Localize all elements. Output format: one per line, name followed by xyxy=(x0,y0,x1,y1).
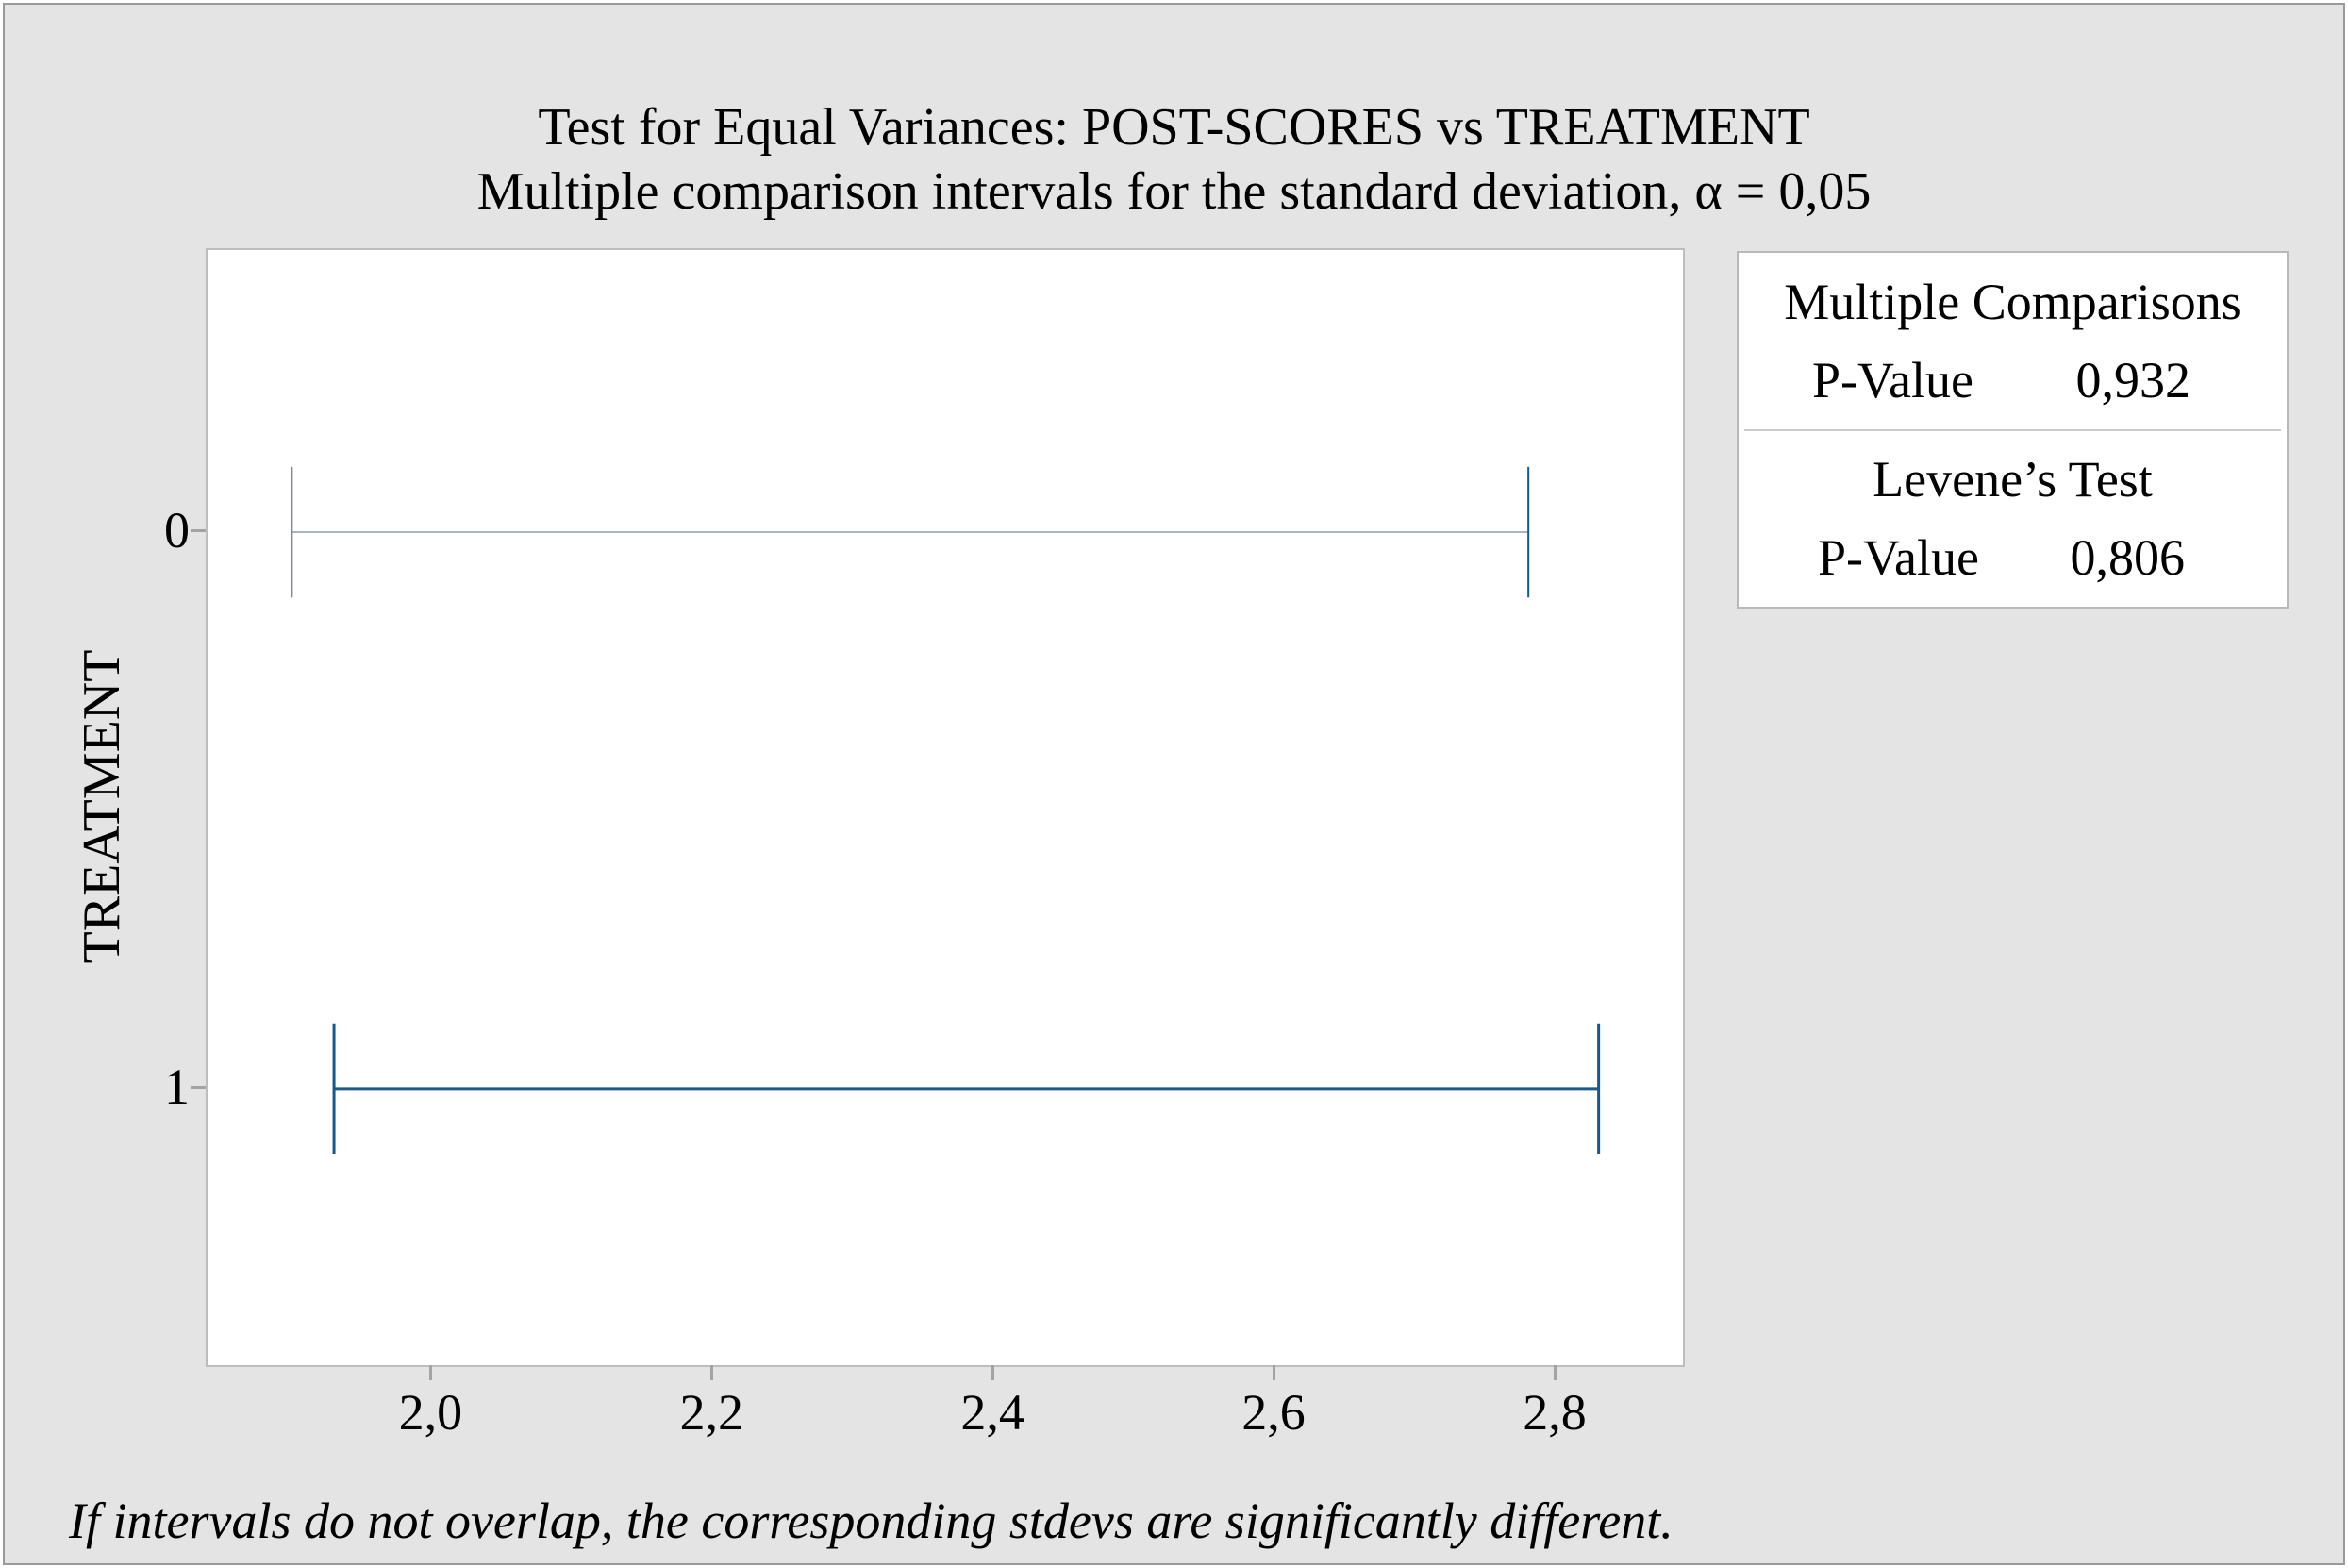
y-tick-mark xyxy=(191,1085,206,1089)
stats-panel: Multiple Comparisons P-Value 0,932 Leven… xyxy=(1737,251,2289,609)
x-tick-mark xyxy=(1273,1365,1276,1380)
footnote: If intervals do not overlap, the corresp… xyxy=(69,1493,1674,1549)
x-tick-mark xyxy=(710,1365,714,1380)
pvalue-value: 0,806 xyxy=(2070,529,2186,587)
levenes-pvalue-row: P-Value 0,806 xyxy=(1744,528,2281,587)
title-block: Test for Equal Variances: POST-SCORES vs… xyxy=(5,95,2343,225)
x-tick-label: 2,4 xyxy=(960,1384,1024,1441)
x-tick-label: 2,6 xyxy=(1241,1384,1306,1441)
pvalue-value: 0,932 xyxy=(2075,351,2191,409)
multiple-comparisons-title: Multiple Comparisons xyxy=(1784,273,2241,330)
chart-title: Test for Equal Variances: POST-SCORES vs… xyxy=(538,98,1810,157)
multiple-comparisons-section: Multiple Comparisons P-Value 0,932 xyxy=(1739,253,2287,429)
levenes-test-title: Levene’s Test xyxy=(1873,451,2153,509)
y-tick-label: 0 xyxy=(164,502,190,559)
intervals-plot xyxy=(291,466,1601,1155)
y-axis-title: TREATMENT xyxy=(73,649,131,964)
x-tick-mark xyxy=(429,1365,433,1380)
chart-subtitle: Multiple comparison intervals for the st… xyxy=(476,162,1872,222)
pvalue-label: P-Value xyxy=(1818,529,1979,587)
levenes-test-section: Levene’s Test P-Value 0,806 xyxy=(1744,428,2281,608)
pvalue-label: P-Value xyxy=(1812,351,1973,409)
x-tick-label: 2,2 xyxy=(679,1384,743,1441)
x-tick-label: 2,0 xyxy=(398,1384,463,1441)
x-tick-mark xyxy=(991,1365,995,1380)
multiple-comparisons-pvalue-row: P-Value 0,932 xyxy=(1739,351,2287,409)
y-tick-label: 1 xyxy=(164,1058,190,1115)
chart-canvas: Test for Equal Variances: POST-SCORES vs… xyxy=(3,3,2345,1565)
y-tick-mark xyxy=(191,529,206,533)
x-tick-label: 2,8 xyxy=(1523,1384,1587,1441)
plot-area xyxy=(206,248,1685,1367)
x-tick-mark xyxy=(1553,1365,1557,1380)
